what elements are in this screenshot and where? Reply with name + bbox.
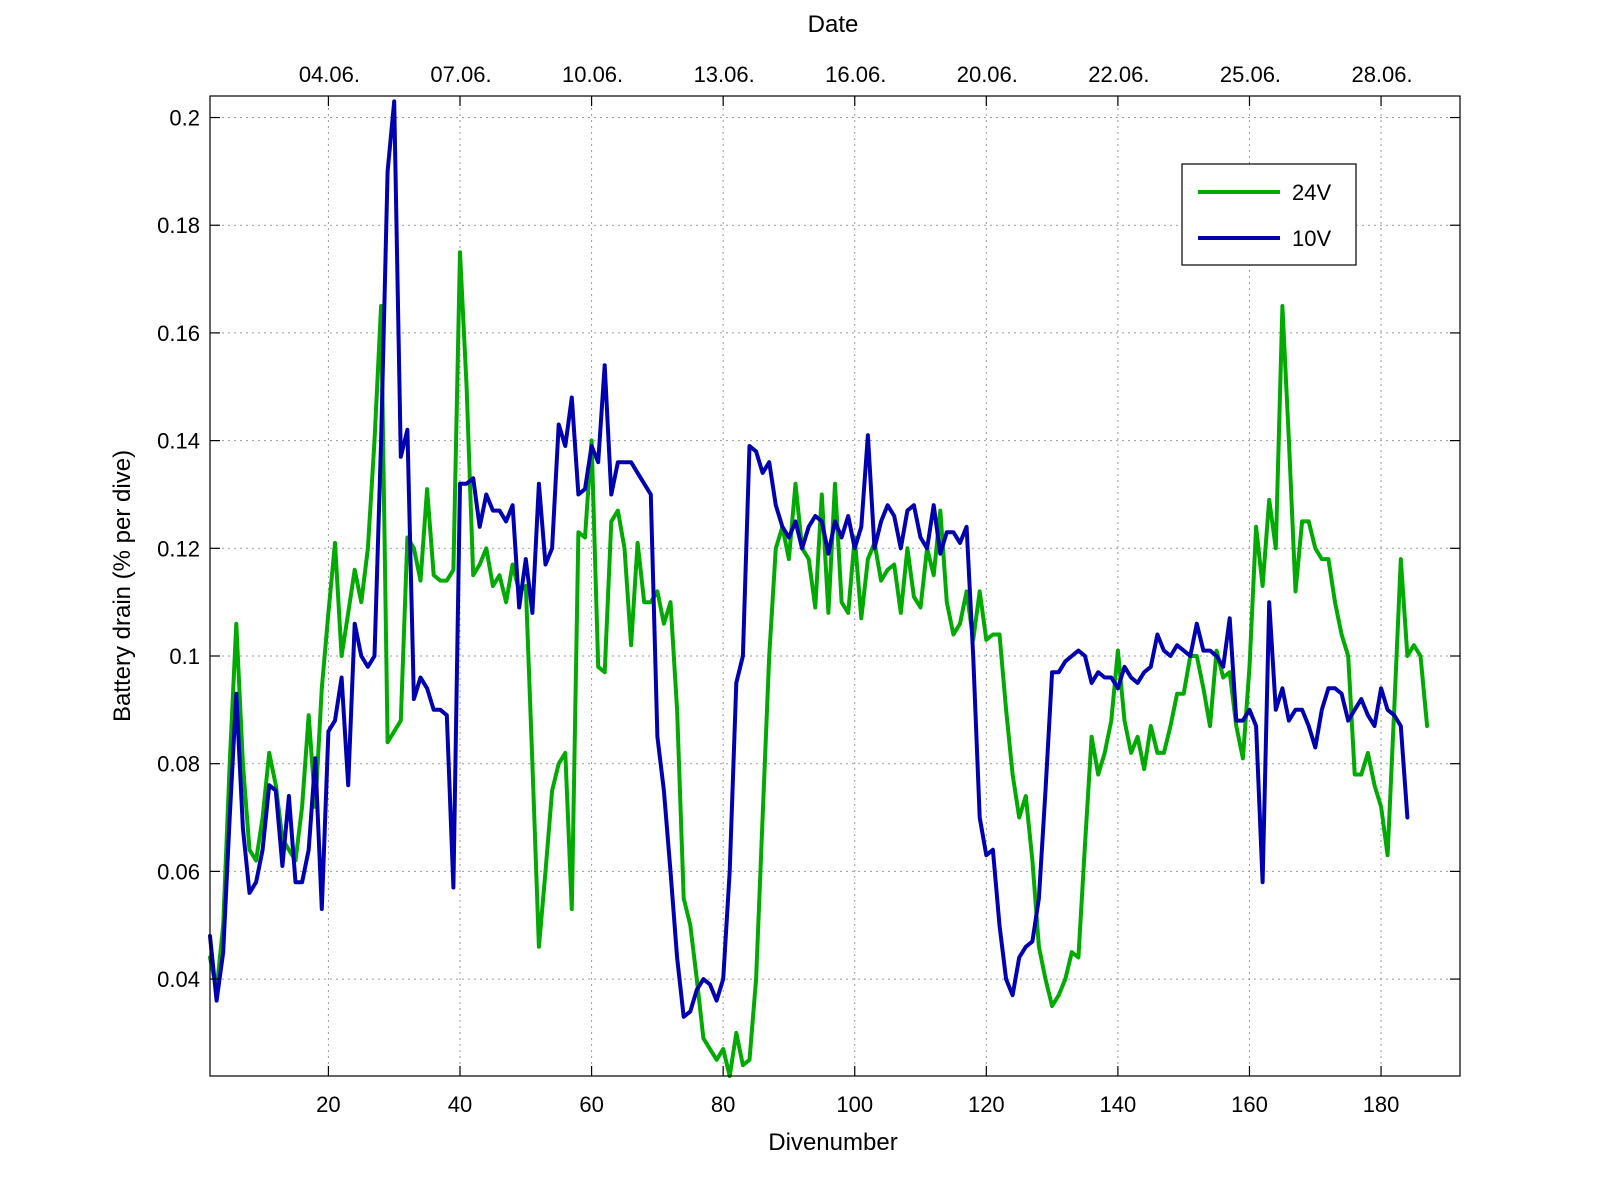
y-tick-label: 0.16 (157, 321, 200, 346)
date-tick-label: 10.06. (562, 62, 623, 87)
y-tick-label: 0.12 (157, 536, 200, 561)
y-tick-label: 0.18 (157, 213, 200, 238)
date-tick-label: 28.06. (1351, 62, 1412, 87)
y-axis-title: Battery drain (% per dive) (109, 450, 136, 722)
x-tick-label: 40 (448, 1092, 472, 1117)
tick-labels: 20 40 60 80 100 120 140 160 180 0.04 0.06 0.08 0.1 0.… (157, 62, 1412, 1117)
y-tick-label: 0.08 (157, 752, 200, 777)
x-tick-label: 80 (711, 1092, 735, 1117)
x-axis-title: Divenumber (768, 1129, 897, 1156)
axis-ticks (210, 96, 1460, 1076)
legend-label-10v: 10V (1292, 226, 1331, 251)
x-tick-label: 60 (579, 1092, 603, 1117)
legend-label-24v: 24V (1292, 180, 1331, 205)
x-tick-label: 140 (1100, 1092, 1137, 1117)
series-line-10v (208, 99, 1410, 1019)
date-tick-label: 16.06. (825, 62, 886, 87)
series-layer (208, 99, 1430, 1078)
legend-box (1181, 163, 1357, 266)
y-tick-label: 0.2 (169, 106, 200, 131)
legend: 24V 10V (1181, 163, 1357, 266)
y-tick-label: 0.14 (157, 429, 200, 454)
y-tick-label: 0.06 (157, 859, 200, 884)
grid-lines (210, 96, 1460, 1076)
date-tick-label: 22.06. (1088, 62, 1149, 87)
date-tick-label: 20.06. (957, 62, 1018, 87)
x-tick-label: 100 (836, 1092, 873, 1117)
x-tick-label: 180 (1363, 1092, 1400, 1117)
date-tick-label: 25.06. (1220, 62, 1281, 87)
date-tick-label: 13.06. (694, 62, 755, 87)
series-line-24v (208, 250, 1430, 1078)
x-tick-label: 120 (968, 1092, 1005, 1117)
plot-frame (209, 95, 1461, 1077)
y-tick-label: 0.04 (157, 967, 200, 992)
x-tick-label: 20 (316, 1092, 340, 1117)
x-tick-label: 160 (1231, 1092, 1268, 1117)
date-tick-label: 04.06. (299, 62, 360, 87)
y-tick-label: 0.1 (169, 644, 200, 669)
top-axis-title: Date (808, 11, 859, 38)
date-tick-label: 07.06. (430, 62, 491, 87)
